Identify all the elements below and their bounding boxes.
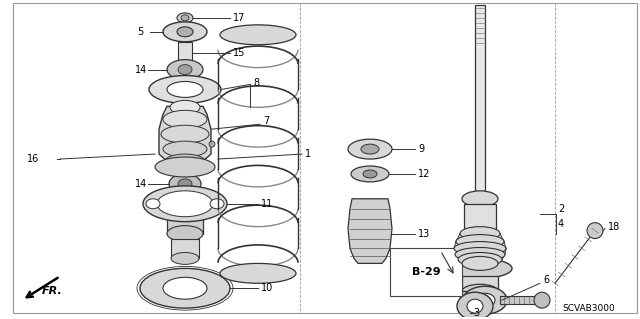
Ellipse shape xyxy=(454,241,506,256)
Text: 10: 10 xyxy=(261,283,273,293)
Ellipse shape xyxy=(178,65,192,75)
Ellipse shape xyxy=(163,141,207,157)
Ellipse shape xyxy=(167,226,203,241)
Text: 12: 12 xyxy=(418,169,430,179)
Text: 5: 5 xyxy=(137,27,143,37)
Ellipse shape xyxy=(140,268,230,308)
Text: FR.: FR. xyxy=(42,286,63,296)
Ellipse shape xyxy=(178,179,192,189)
Ellipse shape xyxy=(448,258,512,278)
Ellipse shape xyxy=(169,174,201,194)
Ellipse shape xyxy=(163,277,207,299)
Ellipse shape xyxy=(155,157,215,177)
Ellipse shape xyxy=(475,293,495,307)
Ellipse shape xyxy=(163,22,207,42)
Bar xyxy=(464,204,496,234)
Ellipse shape xyxy=(170,100,200,114)
Ellipse shape xyxy=(163,110,207,128)
Text: 11: 11 xyxy=(261,199,273,209)
Ellipse shape xyxy=(165,154,205,168)
Ellipse shape xyxy=(458,252,502,266)
Bar xyxy=(460,291,500,303)
Ellipse shape xyxy=(463,286,507,314)
Text: 3: 3 xyxy=(473,308,479,318)
Text: 16: 16 xyxy=(27,154,39,164)
Ellipse shape xyxy=(167,82,203,97)
Ellipse shape xyxy=(177,27,193,37)
Bar xyxy=(178,42,192,63)
Text: B-29: B-29 xyxy=(412,267,440,277)
Ellipse shape xyxy=(143,186,227,222)
Bar xyxy=(390,249,462,296)
Text: 14: 14 xyxy=(135,64,147,75)
Ellipse shape xyxy=(210,199,224,209)
Ellipse shape xyxy=(146,199,160,209)
Ellipse shape xyxy=(361,144,379,154)
Ellipse shape xyxy=(161,125,209,143)
Ellipse shape xyxy=(457,292,493,319)
Text: 6: 6 xyxy=(543,275,549,285)
Ellipse shape xyxy=(348,139,392,159)
Ellipse shape xyxy=(171,252,199,264)
Text: 13: 13 xyxy=(418,229,430,239)
Ellipse shape xyxy=(534,292,550,308)
Text: 2: 2 xyxy=(558,204,564,214)
Ellipse shape xyxy=(177,13,193,23)
Ellipse shape xyxy=(462,191,498,207)
Ellipse shape xyxy=(157,191,213,217)
Bar xyxy=(475,5,485,199)
Ellipse shape xyxy=(167,60,203,79)
Ellipse shape xyxy=(363,170,377,178)
Ellipse shape xyxy=(462,256,498,271)
Ellipse shape xyxy=(460,226,500,241)
Text: 8: 8 xyxy=(253,78,259,88)
Ellipse shape xyxy=(462,284,498,298)
Text: SCVAB3000: SCVAB3000 xyxy=(562,304,615,313)
Text: 7: 7 xyxy=(263,116,269,126)
Text: 14: 14 xyxy=(135,179,147,189)
Ellipse shape xyxy=(220,25,296,45)
Ellipse shape xyxy=(149,76,221,103)
Ellipse shape xyxy=(181,15,189,21)
Bar xyxy=(500,296,540,304)
Text: 18: 18 xyxy=(608,222,620,232)
Text: 15: 15 xyxy=(233,48,245,58)
Text: 4: 4 xyxy=(558,219,564,229)
Ellipse shape xyxy=(351,166,389,182)
Text: 1: 1 xyxy=(305,149,311,159)
Ellipse shape xyxy=(456,234,504,249)
Bar xyxy=(167,209,203,234)
Text: 17: 17 xyxy=(233,13,245,23)
Ellipse shape xyxy=(467,299,483,313)
Ellipse shape xyxy=(209,141,215,147)
Bar xyxy=(171,239,199,258)
Ellipse shape xyxy=(220,263,296,283)
Bar xyxy=(462,276,498,291)
Polygon shape xyxy=(159,106,211,161)
Ellipse shape xyxy=(455,248,505,261)
Ellipse shape xyxy=(587,223,603,239)
Text: 9: 9 xyxy=(418,144,424,154)
Polygon shape xyxy=(348,199,392,263)
